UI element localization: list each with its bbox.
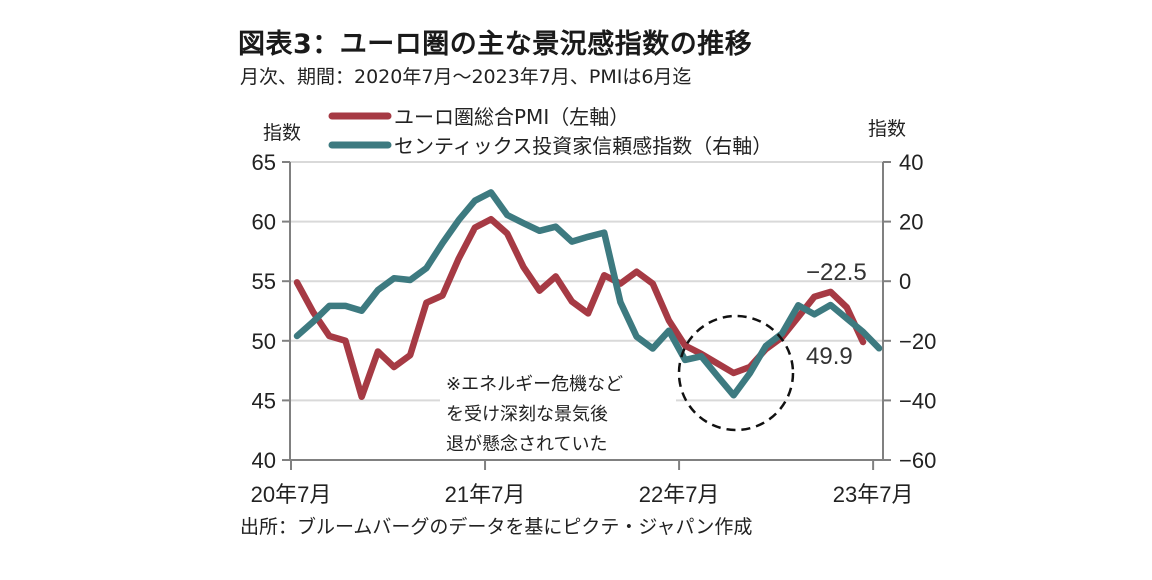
legend-label-sentix: センティックス投資家信頼感指数（右軸） <box>394 134 772 158</box>
right-axis-tick-label: −20 <box>899 329 936 354</box>
x-axis-tick-label: 23年7月 <box>833 482 914 507</box>
x-axis-tick-label: 20年7月 <box>251 482 332 507</box>
left-axis-tick-label: 60 <box>252 210 276 235</box>
chart-subtitle: 月次、期間：2020年7月～2023年7月、PMIは6月迄 <box>240 66 692 88</box>
left-axis-tick-label: 45 <box>252 388 276 413</box>
annotation-line-1: ※エネルギー危機など <box>446 374 623 395</box>
tick-labels: 65 60 55 50 45 40 40 20 0 −20 −40 −60 20年7月 21年7月 22年7… <box>251 150 937 507</box>
right-axis-tick-label: 0 <box>899 269 911 294</box>
left-axis-tick-label: 55 <box>252 269 276 294</box>
x-axis-tick-label: 21年7月 <box>445 482 526 507</box>
highlight-circle <box>677 314 795 432</box>
pmi-last-value-label: 49.9 <box>806 343 853 370</box>
right-axis-tick-label: −60 <box>899 448 936 473</box>
series-layer <box>293 189 883 401</box>
right-axis-unit: 指数 <box>868 118 907 140</box>
source-note: 出所：ブルームバーグのデータを基にピクテ・ジャパン作成 <box>240 516 753 538</box>
right-axis-tick-label: −40 <box>899 388 936 413</box>
left-axis-tick-label: 50 <box>252 329 276 354</box>
gridlines <box>290 161 883 402</box>
legend: ユーロ圏総合PMI（左軸） センティックス投資家信頼感指数（右軸） <box>328 105 772 158</box>
left-axis-unit: 指数 <box>263 122 302 144</box>
annotation-line-3: 退が懸念されていた <box>446 433 607 455</box>
chart-title: 図表3：ユーロ圏の主な景況感指数の推移 <box>238 29 753 60</box>
sentix-last-value-label: −22.5 <box>806 259 867 286</box>
x-axis-tick-label: 22年7月 <box>639 482 720 507</box>
annotation-line-2: を受け深刻な景気後 <box>446 404 608 425</box>
series-line-sentix <box>293 189 883 399</box>
legend-label-pmi: ユーロ圏総合PMI（左軸） <box>394 105 629 129</box>
left-axis-tick-label: 65 <box>252 150 276 175</box>
right-axis-tick-label: 20 <box>899 210 923 235</box>
axes <box>282 161 891 470</box>
left-axis-tick-label: 40 <box>252 448 276 473</box>
annotation-background <box>440 368 676 458</box>
right-axis-tick-label: 40 <box>899 150 923 175</box>
